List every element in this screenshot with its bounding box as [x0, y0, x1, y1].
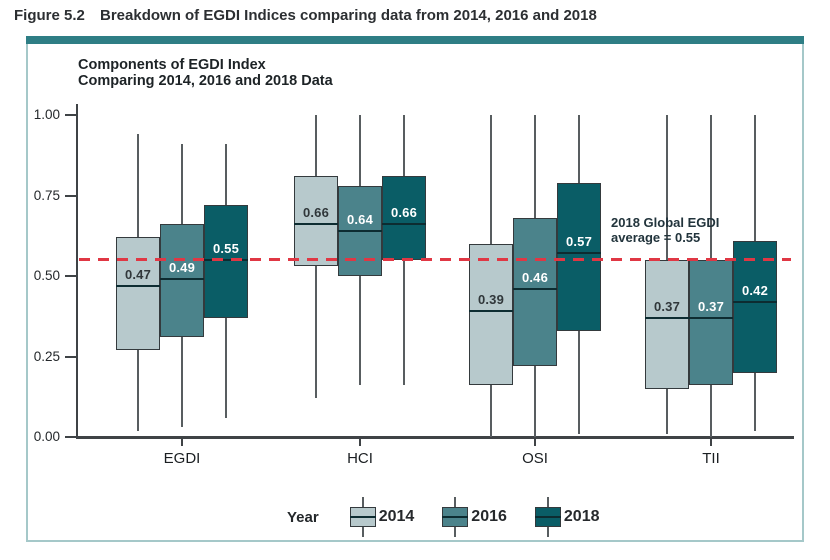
reference-annotation: 2018 Global EGDI average = 0.55 — [611, 215, 719, 245]
legend-title: Year — [287, 508, 319, 526]
legend: Year 2014 2016 2018 — [287, 495, 626, 539]
legend-item-2016: 2016 — [441, 496, 507, 538]
chart-title-line1: Components of EGDI Index — [78, 57, 266, 73]
chart-title-line2: Comparing 2014, 2016 and 2018 Data — [78, 73, 333, 89]
legend-median-icon — [349, 516, 376, 518]
accent-bar — [26, 36, 804, 44]
legend-swatch-2014 — [349, 496, 377, 538]
figure-number: Figure 5.2 — [14, 7, 85, 24]
legend-swatch-2016 — [441, 496, 469, 538]
chart-title: Components of EGDI Index Comparing 2014,… — [78, 57, 333, 89]
legend-label-2016: 2016 — [471, 508, 507, 525]
legend-swatch-2018 — [534, 496, 562, 538]
legend-label-2018: 2018 — [563, 508, 600, 525]
annotation-line1: 2018 Global EGDI — [611, 215, 720, 230]
legend-item-2014: 2014 — [349, 496, 415, 538]
chart-panel — [26, 44, 804, 542]
annotation-line2: average = 0.55 — [611, 230, 701, 245]
legend-items: 2014 2016 2018 — [349, 496, 627, 538]
figure-title: Breakdown of EGDI Indices comparing data… — [100, 7, 597, 24]
figure-caption: Figure 5.2 Breakdown of EGDI Indices com… — [14, 7, 597, 24]
legend-median-icon — [442, 516, 469, 518]
legend-median-icon — [534, 516, 561, 518]
legend-item-2018: 2018 — [534, 496, 600, 538]
legend-label-2014: 2014 — [378, 508, 415, 525]
